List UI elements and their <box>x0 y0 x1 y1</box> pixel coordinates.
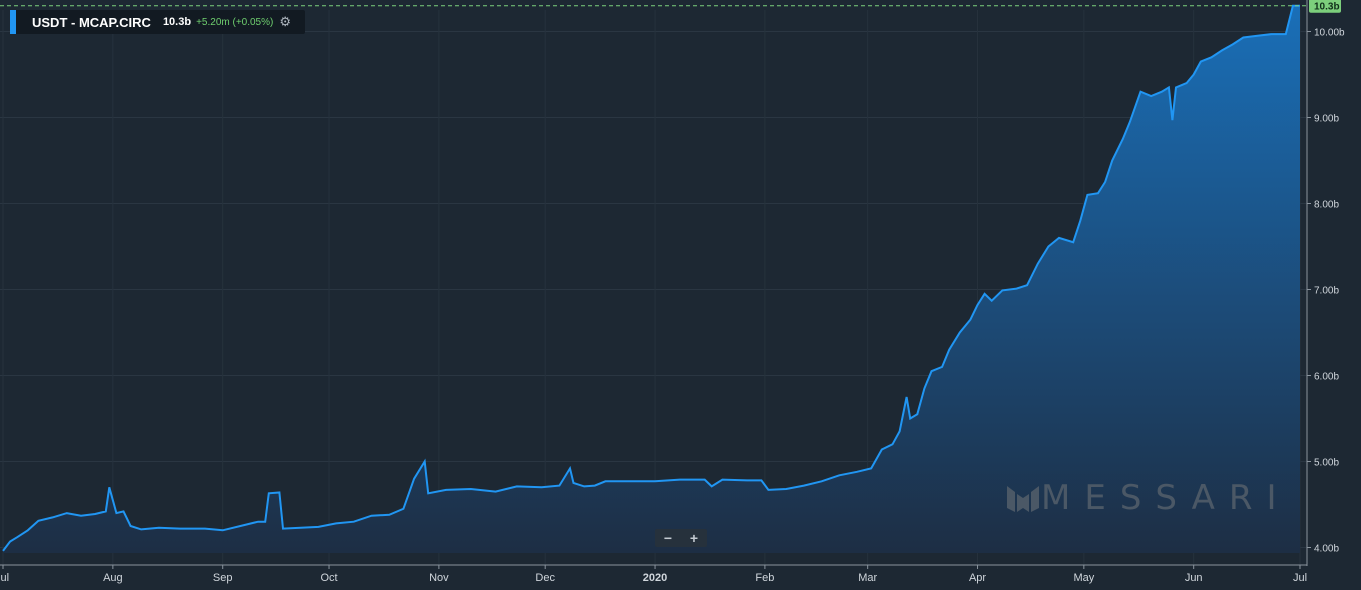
zoom-in-button[interactable]: + <box>689 530 699 546</box>
series-last-value: 10.3b <box>162 16 192 28</box>
y-tick-label: 8.00b <box>1314 200 1339 211</box>
x-tick-label: Sep <box>213 572 233 584</box>
series-name: USDT - MCAP.CIRC <box>32 14 151 30</box>
x-tick-label: Jul <box>1293 572 1307 584</box>
x-tick-label: Nov <box>429 572 449 584</box>
y-tick-label: 10.00b <box>1314 28 1345 39</box>
messari-watermark: MESSARI <box>1005 478 1291 518</box>
x-tick-label: Mar <box>858 572 877 584</box>
series-color-swatch <box>10 10 16 34</box>
x-tick-label: Dec <box>535 572 555 584</box>
x-tick-label: Jul <box>0 572 9 584</box>
x-tick-label: 2020 <box>643 572 667 584</box>
series-legend[interactable]: USDT - MCAP.CIRC 10.3b +5.20m (+0.05%) ⚙ <box>10 10 305 34</box>
messari-logo-icon <box>1007 486 1039 512</box>
zoom-controls: − + <box>655 529 707 547</box>
gear-icon[interactable]: ⚙ <box>279 14 291 29</box>
y-tick-label: 6.00b <box>1314 372 1339 383</box>
x-tick-label: May <box>1073 572 1094 584</box>
y-tick-label: 4.00b <box>1314 544 1339 555</box>
y-tick-label: 9.00b <box>1314 114 1339 125</box>
series-line[interactable] <box>2 4 1300 552</box>
x-tick-label: Aug <box>103 572 123 584</box>
x-tick-label: Feb <box>755 572 774 584</box>
series-change: +5.20m (+0.05%) <box>196 16 274 28</box>
x-axis: Jul Aug Sep Oct Nov Dec 2020 Feb Mar Apr May Jun Jul <box>0 564 1307 584</box>
x-tick-label: Oct <box>320 572 337 584</box>
y-axis: 4.00b 5.00b 6.00b 7.00b 8.00b 9.00b 10.00b <box>1306 0 1345 566</box>
series-area-fill <box>3 5 1300 553</box>
x-tick-label: Apr <box>969 572 986 584</box>
watermark-text: MESSARI <box>1041 478 1291 518</box>
zoom-out-button[interactable]: − <box>663 530 673 546</box>
last-value-tag: 10.3b <box>1309 0 1341 13</box>
x-tick-label: Jun <box>1185 572 1203 584</box>
y-tick-label: 7.00b <box>1314 286 1339 297</box>
last-value-tag-text: 10.3b <box>1314 2 1340 13</box>
y-tick-label: 5.00b <box>1314 458 1339 469</box>
